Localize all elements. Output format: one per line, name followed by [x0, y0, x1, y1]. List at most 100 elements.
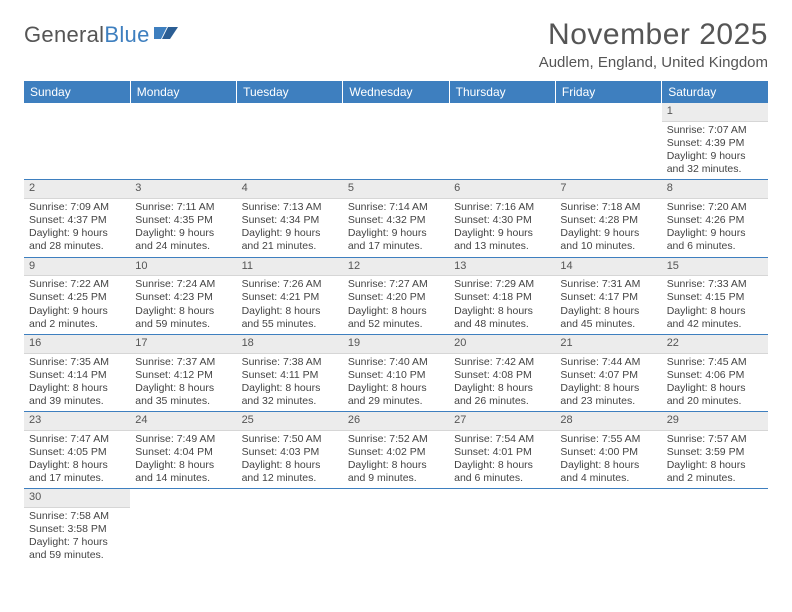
sunrise-line: Sunrise: 7:57 AM: [667, 433, 763, 446]
sunrise-line: Sunrise: 7:16 AM: [454, 201, 550, 214]
sunset-line: Sunset: 4:01 PM: [454, 446, 550, 459]
sunrise-line: Sunrise: 7:37 AM: [135, 356, 231, 369]
sunrise-line: Sunrise: 7:07 AM: [667, 124, 763, 137]
calendar-cell: [130, 489, 236, 566]
sunrise-line: Sunrise: 7:47 AM: [29, 433, 125, 446]
day-body: Sunrise: 7:38 AMSunset: 4:11 PMDaylight:…: [237, 354, 343, 412]
day-number: 7: [555, 180, 661, 199]
calendar-cell: 26Sunrise: 7:52 AMSunset: 4:02 PMDayligh…: [343, 412, 449, 489]
day-body: Sunrise: 7:44 AMSunset: 4:07 PMDaylight:…: [555, 354, 661, 412]
day-number: 13: [449, 258, 555, 277]
day-body: Sunrise: 7:49 AMSunset: 4:04 PMDaylight:…: [130, 431, 236, 489]
day-number: 23: [24, 412, 130, 431]
daylight-line: Daylight: 8 hours and 55 minutes.: [242, 305, 338, 331]
sunset-line: Sunset: 4:08 PM: [454, 369, 550, 382]
day-number: 29: [662, 412, 768, 431]
daylight-line: Daylight: 8 hours and 29 minutes.: [348, 382, 444, 408]
col-sunday: Sunday: [24, 81, 130, 103]
day-body: Sunrise: 7:40 AMSunset: 4:10 PMDaylight:…: [343, 354, 449, 412]
day-body: Sunrise: 7:16 AMSunset: 4:30 PMDaylight:…: [449, 199, 555, 257]
calendar-cell: [555, 489, 661, 566]
calendar-cell: 25Sunrise: 7:50 AMSunset: 4:03 PMDayligh…: [237, 412, 343, 489]
calendar-cell: 28Sunrise: 7:55 AMSunset: 4:00 PMDayligh…: [555, 412, 661, 489]
day-body: Sunrise: 7:18 AMSunset: 4:28 PMDaylight:…: [555, 199, 661, 257]
calendar-row: 1Sunrise: 7:07 AMSunset: 4:39 PMDaylight…: [24, 103, 768, 180]
calendar-row: 23Sunrise: 7:47 AMSunset: 4:05 PMDayligh…: [24, 412, 768, 489]
calendar-cell: 3Sunrise: 7:11 AMSunset: 4:35 PMDaylight…: [130, 180, 236, 257]
day-number: 2: [24, 180, 130, 199]
day-number: 24: [130, 412, 236, 431]
calendar-header-row: Sunday Monday Tuesday Wednesday Thursday…: [24, 81, 768, 103]
page-title: November 2025: [539, 18, 768, 52]
col-monday: Monday: [130, 81, 236, 103]
daylight-line: Daylight: 9 hours and 13 minutes.: [454, 227, 550, 253]
day-body: Sunrise: 7:35 AMSunset: 4:14 PMDaylight:…: [24, 354, 130, 412]
day-body: Sunrise: 7:14 AMSunset: 4:32 PMDaylight:…: [343, 199, 449, 257]
day-number: 9: [24, 258, 130, 277]
sunset-line: Sunset: 4:18 PM: [454, 291, 550, 304]
sunset-line: Sunset: 3:58 PM: [29, 523, 125, 536]
sunrise-line: Sunrise: 7:22 AM: [29, 278, 125, 291]
calendar-cell: [343, 103, 449, 180]
daylight-line: Daylight: 8 hours and 17 minutes.: [29, 459, 125, 485]
sunrise-line: Sunrise: 7:50 AM: [242, 433, 338, 446]
sunrise-line: Sunrise: 7:18 AM: [560, 201, 656, 214]
day-number: 27: [449, 412, 555, 431]
calendar-cell: 21Sunrise: 7:44 AMSunset: 4:07 PMDayligh…: [555, 334, 661, 411]
sunrise-line: Sunrise: 7:26 AM: [242, 278, 338, 291]
daylight-line: Daylight: 9 hours and 10 minutes.: [560, 227, 656, 253]
daylight-line: Daylight: 8 hours and 23 minutes.: [560, 382, 656, 408]
sunset-line: Sunset: 4:00 PM: [560, 446, 656, 459]
calendar-cell: [555, 103, 661, 180]
sunset-line: Sunset: 4:14 PM: [29, 369, 125, 382]
col-tuesday: Tuesday: [237, 81, 343, 103]
day-body: Sunrise: 7:13 AMSunset: 4:34 PMDaylight:…: [237, 199, 343, 257]
day-number: 4: [237, 180, 343, 199]
daylight-line: Daylight: 8 hours and 6 minutes.: [454, 459, 550, 485]
sunset-line: Sunset: 4:06 PM: [667, 369, 763, 382]
calendar-table: Sunday Monday Tuesday Wednesday Thursday…: [24, 81, 768, 566]
sunrise-line: Sunrise: 7:11 AM: [135, 201, 231, 214]
calendar-cell: [24, 103, 130, 180]
day-body: Sunrise: 7:26 AMSunset: 4:21 PMDaylight:…: [237, 276, 343, 334]
day-number: 3: [130, 180, 236, 199]
daylight-line: Daylight: 9 hours and 6 minutes.: [667, 227, 763, 253]
sunrise-line: Sunrise: 7:45 AM: [667, 356, 763, 369]
sunset-line: Sunset: 4:32 PM: [348, 214, 444, 227]
calendar-cell: 13Sunrise: 7:29 AMSunset: 4:18 PMDayligh…: [449, 257, 555, 334]
day-body: Sunrise: 7:29 AMSunset: 4:18 PMDaylight:…: [449, 276, 555, 334]
sunset-line: Sunset: 4:02 PM: [348, 446, 444, 459]
sunrise-line: Sunrise: 7:52 AM: [348, 433, 444, 446]
sunrise-line: Sunrise: 7:33 AM: [667, 278, 763, 291]
sunset-line: Sunset: 4:04 PM: [135, 446, 231, 459]
calendar-cell: 14Sunrise: 7:31 AMSunset: 4:17 PMDayligh…: [555, 257, 661, 334]
calendar-cell: [449, 103, 555, 180]
day-number: 15: [662, 258, 768, 277]
calendar-cell: 9Sunrise: 7:22 AMSunset: 4:25 PMDaylight…: [24, 257, 130, 334]
calendar-cell: [662, 489, 768, 566]
daylight-line: Daylight: 8 hours and 32 minutes.: [242, 382, 338, 408]
daylight-line: Daylight: 8 hours and 42 minutes.: [667, 305, 763, 331]
sunrise-line: Sunrise: 7:40 AM: [348, 356, 444, 369]
day-number: 20: [449, 335, 555, 354]
daylight-line: Daylight: 9 hours and 32 minutes.: [667, 150, 763, 176]
day-body: Sunrise: 7:27 AMSunset: 4:20 PMDaylight:…: [343, 276, 449, 334]
sunrise-line: Sunrise: 7:58 AM: [29, 510, 125, 523]
sunrise-line: Sunrise: 7:13 AM: [242, 201, 338, 214]
calendar-cell: [130, 103, 236, 180]
day-body: Sunrise: 7:58 AMSunset: 3:58 PMDaylight:…: [24, 508, 130, 566]
sunrise-line: Sunrise: 7:55 AM: [560, 433, 656, 446]
sunset-line: Sunset: 4:25 PM: [29, 291, 125, 304]
daylight-line: Daylight: 8 hours and 52 minutes.: [348, 305, 444, 331]
daylight-line: Daylight: 9 hours and 17 minutes.: [348, 227, 444, 253]
calendar-cell: 27Sunrise: 7:54 AMSunset: 4:01 PMDayligh…: [449, 412, 555, 489]
daylight-line: Daylight: 9 hours and 24 minutes.: [135, 227, 231, 253]
day-body: Sunrise: 7:55 AMSunset: 4:00 PMDaylight:…: [555, 431, 661, 489]
sunrise-line: Sunrise: 7:49 AM: [135, 433, 231, 446]
day-number: 14: [555, 258, 661, 277]
daylight-line: Daylight: 8 hours and 20 minutes.: [667, 382, 763, 408]
sunrise-line: Sunrise: 7:42 AM: [454, 356, 550, 369]
sunset-line: Sunset: 4:28 PM: [560, 214, 656, 227]
calendar-cell: 7Sunrise: 7:18 AMSunset: 4:28 PMDaylight…: [555, 180, 661, 257]
day-body: Sunrise: 7:24 AMSunset: 4:23 PMDaylight:…: [130, 276, 236, 334]
